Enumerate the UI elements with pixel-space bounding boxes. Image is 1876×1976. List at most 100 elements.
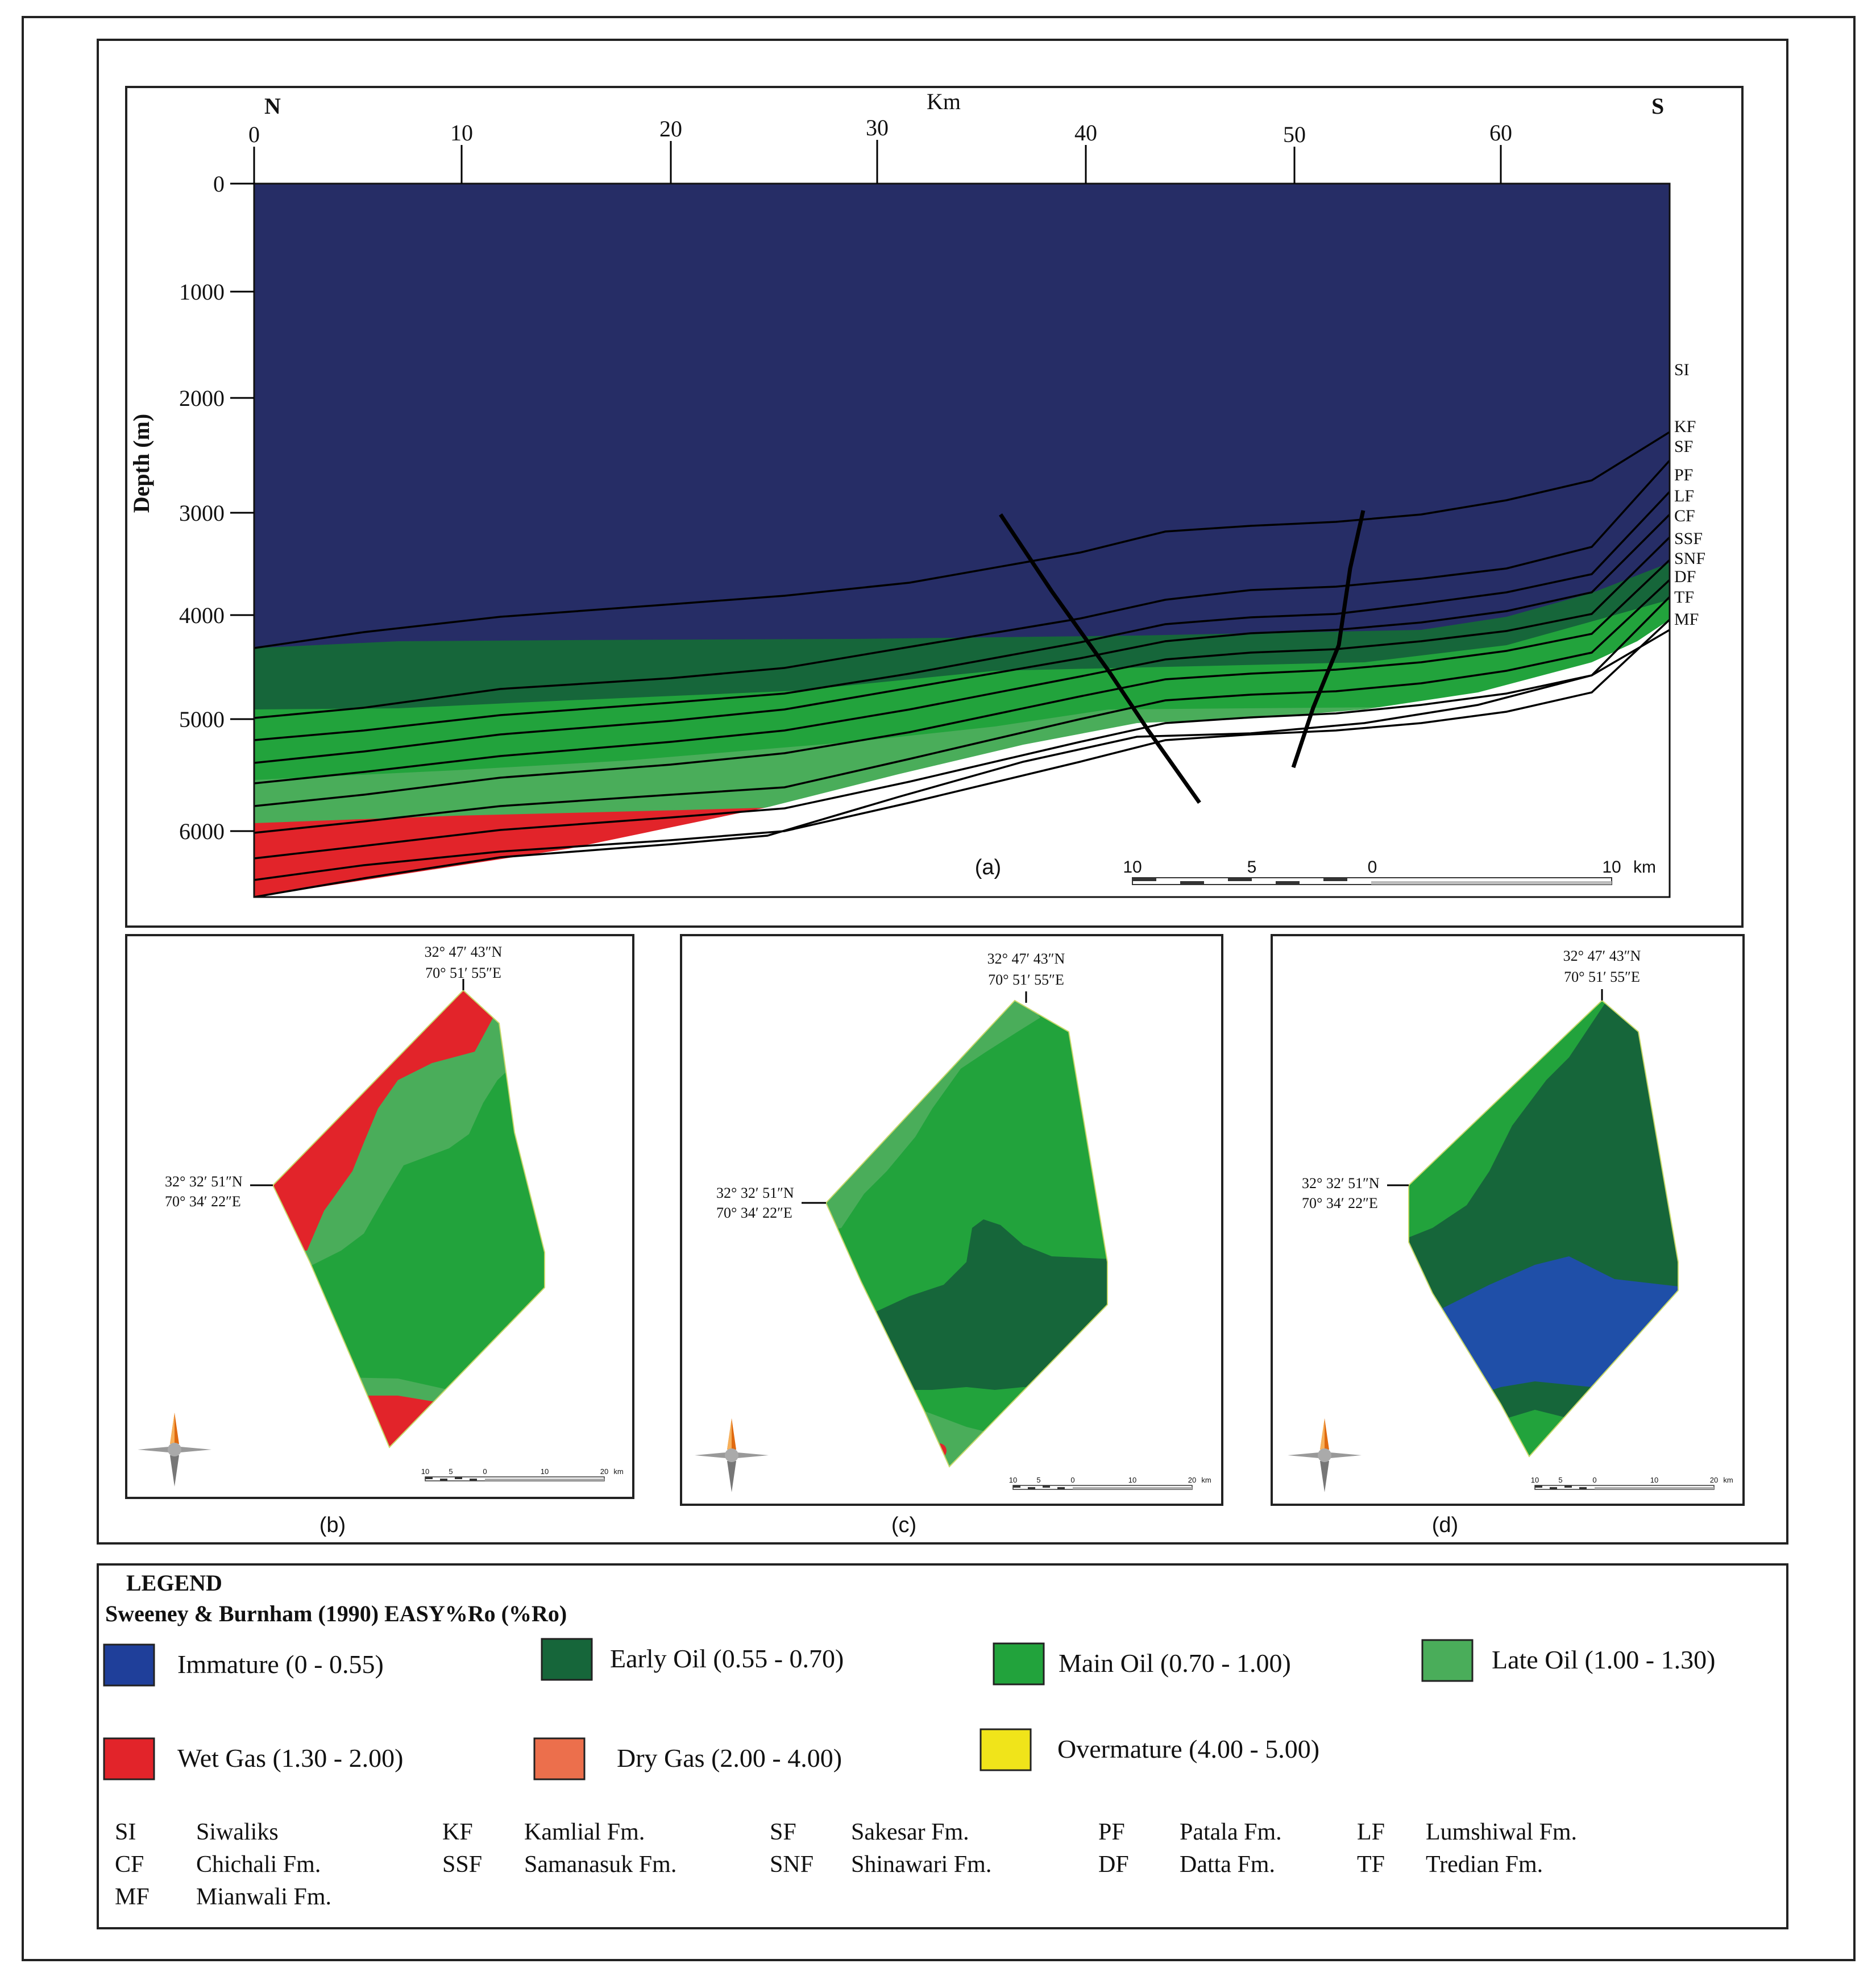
compass-icon xyxy=(1288,1418,1362,1492)
compass-icon xyxy=(138,1413,211,1487)
map-scale-tick: 0 xyxy=(483,1467,487,1476)
map-scale-unit: km xyxy=(613,1467,623,1476)
x-tick-label: 40 xyxy=(1074,120,1097,146)
abbr-name: Shinawari Fm. xyxy=(851,1852,991,1878)
legend-class-label: Late Oil (1.00 - 1.30) xyxy=(1492,1645,1715,1674)
abbr-code: PF xyxy=(1098,1819,1125,1845)
abbr-code: MF xyxy=(115,1884,150,1910)
legend-class-label: Dry Gas (2.00 - 4.00) xyxy=(617,1743,842,1772)
abbr-code: TF xyxy=(1357,1852,1385,1878)
map-scale-tick: 20 xyxy=(1188,1476,1196,1484)
map-scale-tick: 10 xyxy=(1531,1476,1539,1484)
formation-label: SI xyxy=(1674,360,1690,379)
legend-subtitle: Sweeney & Burnham (1990) EASY%Ro (%Ro) xyxy=(105,1601,567,1626)
map-d-left-lon: 70° 34′ 22″E xyxy=(1302,1195,1378,1211)
map-c-top-lat: 32° 47′ 43″N xyxy=(987,950,1065,967)
legend-swatch xyxy=(103,1737,155,1780)
y-tick-label: 6000 xyxy=(179,819,225,844)
map-scale-segment xyxy=(470,1479,477,1481)
map-scale-tick: 0 xyxy=(1070,1476,1074,1484)
y-tick-label: 1000 xyxy=(179,279,225,305)
map-scale-segment xyxy=(425,1477,433,1479)
map-d-left-lat: 32° 32′ 51″N xyxy=(1302,1175,1380,1192)
formation-label: PF xyxy=(1674,466,1693,484)
x-axis-unit: Km xyxy=(927,89,961,114)
map-c-annotations: 32° 47′ 43″N 70° 51′ 55″E 32° 32′ 51″N 7… xyxy=(716,950,1065,1221)
section-border xyxy=(253,182,1671,898)
map-scale-segment xyxy=(1595,1487,1714,1489)
below-basement xyxy=(254,620,1670,897)
legend-abbreviations: SI Siwaliks KF Kamlial Fm. SF Sakesar Fm. PF Pa… xyxy=(115,1819,1577,1910)
south-label: S xyxy=(1651,93,1664,119)
map-b-top-lat: 32° 47′ 43″N xyxy=(425,944,503,960)
abbr-name: Datta Fm. xyxy=(1180,1852,1275,1878)
y-tick-label: 4000 xyxy=(179,603,225,628)
map-scale-segment xyxy=(1013,1485,1020,1488)
map-scale-tick: 10 xyxy=(421,1467,429,1476)
panel-d-label: (d) xyxy=(1432,1513,1458,1537)
map-c-left-lon: 70° 34′ 22″E xyxy=(716,1205,792,1221)
panel-b-label: (b) xyxy=(319,1513,346,1537)
formation-label: SSF xyxy=(1674,529,1703,548)
abbr-name: Tredian Fm. xyxy=(1426,1852,1543,1878)
abbr-name: Siwaliks xyxy=(196,1819,279,1845)
horizon-lines xyxy=(254,431,1670,897)
x-tick-label: 10 xyxy=(450,120,473,146)
formation-label: CF xyxy=(1674,507,1695,525)
map-scale-segment xyxy=(1535,1485,1542,1488)
map-scale-segment xyxy=(455,1477,462,1479)
abbr-code: DF xyxy=(1098,1852,1129,1878)
scale-tick-3: 10 xyxy=(1602,858,1621,877)
y-tick-label: 0 xyxy=(213,171,225,197)
map-scale-segment xyxy=(1043,1485,1050,1488)
abbr-name: Samanasuk Fm. xyxy=(524,1852,676,1878)
y-tick-label: 2000 xyxy=(179,385,225,411)
outer-frame xyxy=(22,16,1856,1961)
map-b-left-lon: 70° 34′ 22″E xyxy=(165,1193,241,1210)
legend-class-label: Early Oil (0.55 - 0.70) xyxy=(610,1644,844,1673)
map-scale-tick: 10 xyxy=(1650,1476,1658,1484)
map-scale-segment xyxy=(1550,1487,1557,1489)
scale-tick-0: 10 xyxy=(1123,858,1142,877)
legend-title: LEGEND xyxy=(126,1570,222,1596)
map-scale-tick: 5 xyxy=(1558,1476,1562,1484)
legend-class-label: Immature (0 - 0.55) xyxy=(177,1650,384,1679)
formation-label: MF xyxy=(1674,610,1699,629)
x-tick-label: 20 xyxy=(659,116,682,142)
map-scale-tick: 20 xyxy=(1710,1476,1718,1484)
formation-label: LF xyxy=(1674,487,1694,505)
map-scale-tick: 0 xyxy=(1592,1476,1596,1484)
map-scale-segment xyxy=(1579,1487,1587,1489)
map-scale-tick: 20 xyxy=(600,1467,608,1476)
section-body xyxy=(254,184,1670,897)
fault-left xyxy=(999,513,1201,804)
legend-class-label: Overmature (4.00 - 5.00) xyxy=(1057,1734,1319,1763)
map-scale-unit: km xyxy=(1723,1476,1733,1484)
scale-tick-2: 0 xyxy=(1368,858,1377,877)
abbr-code: SI xyxy=(115,1819,136,1845)
x-tick-label: 60 xyxy=(1489,120,1512,146)
abbr-name: Mianwali Fm. xyxy=(196,1884,331,1910)
y-ticks: 0 1000 2000 3000 4000 5000 6000 xyxy=(179,171,254,844)
map-c-outline xyxy=(825,999,1108,1468)
compass-icon xyxy=(695,1418,769,1492)
map-d-outline xyxy=(1408,999,1679,1458)
fault-right xyxy=(1291,510,1366,769)
map-scale-tick: 10 xyxy=(1128,1476,1136,1484)
legend-box xyxy=(97,1563,1788,1929)
map-d-top-lat: 32° 47′ 43″N xyxy=(1563,948,1641,964)
abbr-code: SF xyxy=(770,1819,796,1845)
map-c-left-lat: 32° 32′ 51″N xyxy=(716,1185,794,1201)
formation-label: DF xyxy=(1674,567,1696,586)
scale-tick-1: 5 xyxy=(1247,858,1257,877)
legend-class-label: Main Oil (0.70 - 1.00) xyxy=(1059,1649,1291,1678)
y-tick-label: 3000 xyxy=(179,500,225,526)
map-scale-segment xyxy=(1028,1487,1035,1489)
legend-swatch xyxy=(1421,1639,1474,1682)
abbr-code: SNF xyxy=(770,1852,814,1878)
legend-swatch xyxy=(103,1643,155,1687)
map-d-top-lon: 70° 51′ 55″E xyxy=(1564,969,1640,985)
map-scale-segment xyxy=(1564,1485,1572,1488)
